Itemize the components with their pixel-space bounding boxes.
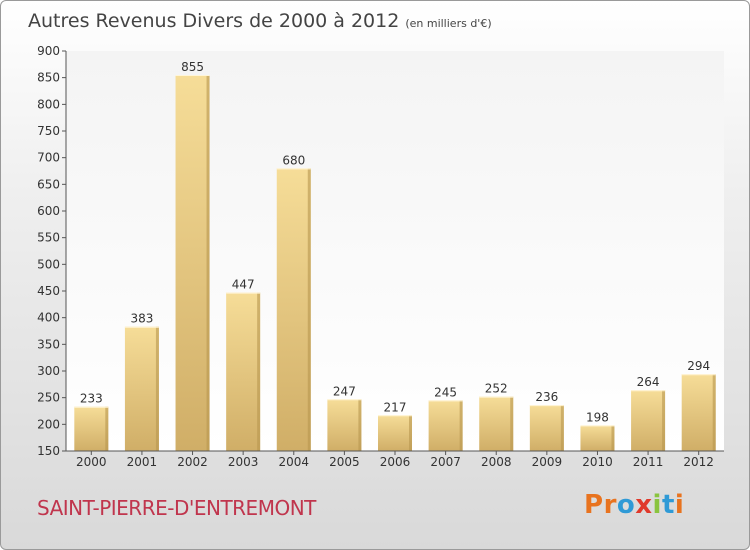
value-label-2010: 198 — [586, 410, 609, 424]
bar-shade-2007 — [459, 400, 463, 451]
y-tick-label: 700 — [37, 151, 60, 165]
bar-2002 — [175, 75, 210, 451]
bar-shade-2006 — [409, 415, 412, 451]
y-tick-label: 900 — [37, 44, 60, 58]
bar-shade-2000 — [105, 406, 109, 451]
x-tick-label-2007: 2007 — [430, 455, 461, 469]
bar-shade-2011 — [662, 390, 666, 451]
value-label-2002: 855 — [181, 60, 204, 74]
bar-2004 — [276, 168, 311, 452]
brand-letter: i — [652, 490, 662, 520]
bar-shade-2005 — [358, 399, 362, 451]
brand-letter: o — [616, 490, 636, 520]
bar-shade-2012 — [712, 374, 716, 451]
bar-2012 — [681, 374, 716, 451]
commune-name: SAINT-PIERRE-D'ENTREMONT — [37, 496, 316, 520]
bar-2001 — [124, 326, 159, 451]
y-tick-label: 400 — [37, 311, 60, 325]
bar-2003 — [226, 292, 261, 451]
brand-letter: r — [603, 490, 617, 520]
bar-2000 — [74, 406, 109, 451]
x-tick-label-2006: 2006 — [380, 455, 411, 469]
plot-area — [66, 51, 724, 451]
bar-2009 — [529, 405, 564, 451]
value-label-2007: 245 — [434, 385, 457, 399]
bar-shade-2003 — [257, 292, 261, 451]
title-text: Autres Revenus Divers de 2000 à 2012 — [28, 10, 400, 32]
brand-letter: x — [635, 490, 653, 520]
y-tick-label: 250 — [37, 391, 60, 405]
value-label-2005: 247 — [333, 384, 356, 398]
value-label-2003: 447 — [232, 278, 255, 292]
y-tick-label: 150 — [37, 444, 60, 458]
value-label-2008: 252 — [485, 382, 508, 396]
bar-2008 — [479, 396, 514, 451]
title-unit: (en milliers d'€) — [405, 17, 492, 30]
y-tick-label: 600 — [37, 204, 60, 218]
x-tick-label-2008: 2008 — [481, 455, 512, 469]
x-tick-label-2002: 2002 — [177, 455, 208, 469]
brand-letter: P — [584, 490, 604, 520]
y-tick-label: 500 — [37, 257, 60, 271]
bar-shade-2002 — [206, 75, 210, 451]
value-label-2011: 264 — [637, 375, 660, 389]
x-tick-label-2011: 2011 — [633, 455, 664, 469]
x-tick-label-2005: 2005 — [329, 455, 360, 469]
bar-shade-2009 — [560, 405, 564, 451]
value-label-2001: 383 — [130, 312, 153, 326]
y-tick-label: 450 — [37, 284, 60, 298]
bar-shade-2010 — [611, 425, 615, 451]
x-tick-label-2012: 2012 — [683, 455, 714, 469]
y-tick-label: 650 — [37, 177, 60, 191]
y-tick-label: 200 — [37, 417, 60, 431]
x-tick-label-2004: 2004 — [278, 455, 309, 469]
bar-2011 — [631, 390, 666, 451]
brand-letter: i — [674, 490, 685, 520]
brand-logo[interactable]: Proxiti — [584, 490, 684, 520]
y-tick-label: 300 — [37, 364, 60, 378]
y-tick-label: 800 — [37, 97, 60, 111]
bar-shade-2004 — [307, 168, 311, 452]
x-tick-label-2010: 2010 — [582, 455, 613, 469]
x-tick-label-2009: 2009 — [532, 455, 563, 469]
x-tick-label-2003: 2003 — [228, 455, 259, 469]
value-label-2006: 217 — [384, 400, 407, 414]
value-label-2012: 294 — [687, 359, 710, 373]
bar-2010 — [580, 425, 615, 451]
y-tick-label: 550 — [37, 231, 60, 245]
bar-shade-2008 — [510, 396, 514, 451]
value-label-2000: 233 — [80, 392, 103, 406]
bar-shade-2001 — [155, 326, 159, 451]
x-tick-label-2001: 2001 — [127, 455, 158, 469]
y-tick-label: 850 — [37, 71, 60, 85]
bar-2005 — [327, 399, 362, 451]
value-label-2009: 236 — [535, 390, 558, 404]
chart-title: Autres Revenus Divers de 2000 à 2012 (en … — [28, 10, 492, 32]
y-tick-label: 750 — [37, 124, 60, 138]
brand-letter: t — [661, 490, 675, 520]
x-tick-label-2000: 2000 — [76, 455, 107, 469]
value-label-2004: 680 — [282, 153, 305, 167]
bar-2007 — [428, 400, 463, 451]
bar-2006 — [378, 415, 412, 451]
y-tick-label: 350 — [37, 337, 60, 351]
